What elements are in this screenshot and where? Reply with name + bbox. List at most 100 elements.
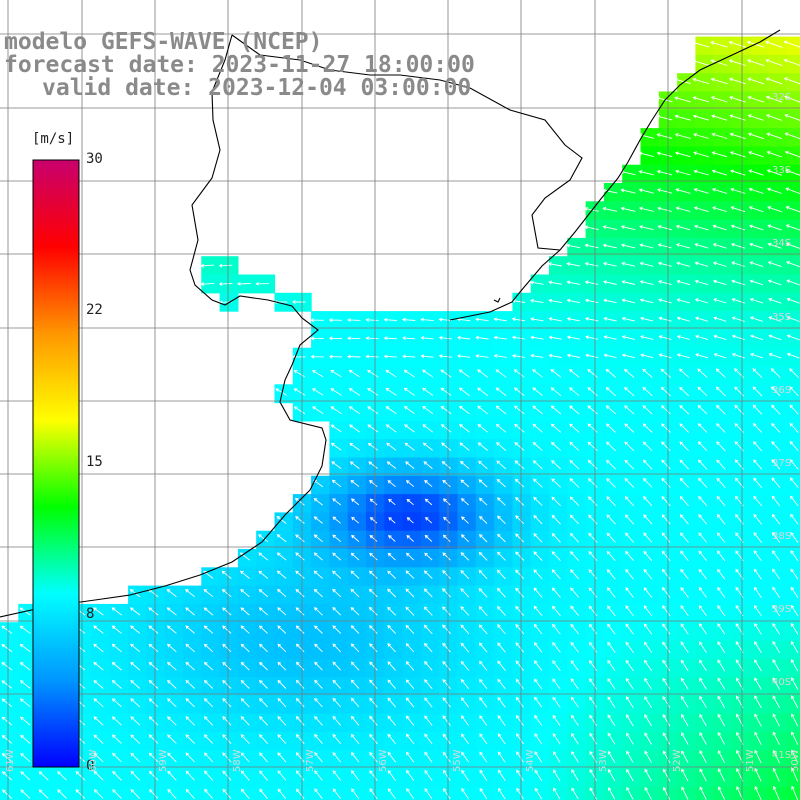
wind-arrow [111,716,122,726]
wind-arrow [748,206,764,213]
wind-arrow [658,334,672,340]
wind-arrow [662,641,671,653]
wind-arrow [657,243,672,249]
wind-arrow [625,623,634,635]
wind-arrow [167,770,177,781]
wind-arrow [459,405,470,415]
wind-arrow [693,206,709,213]
wind-arrow [222,734,232,745]
wind-arrow [516,751,524,763]
wind-arrow [534,714,543,727]
lat-label: 39S [772,604,792,615]
wind-arrow [679,477,689,488]
wind-arrow [676,353,690,359]
wind-arrow [791,767,799,782]
wind-arrow [607,678,616,690]
colorbar-tick-30: 30 [86,151,103,167]
wind-arrow [258,589,269,598]
wind-arrow [314,770,323,781]
wind-arrow [752,386,763,397]
wind-arrow [350,733,360,745]
wind-arrow [569,514,580,525]
wind-cell [786,128,800,147]
wind-arrow [461,787,469,800]
wind-arrow [111,680,122,689]
wind-arrow [712,224,727,231]
wind-arrow [203,698,214,708]
wind-arrow [731,316,745,322]
wind-arrow [332,788,342,800]
wind-arrow [679,386,690,397]
wind-arrow [185,661,195,671]
wind-arrow [350,770,360,781]
wind-arrow [679,441,690,452]
wind-arrow [19,662,31,671]
lon-label: 51W [745,749,756,772]
wind-arrow [515,515,525,525]
wind-arrow [643,568,653,580]
wind-cell [786,420,800,440]
wind-arrow [662,605,671,617]
wind-cell [768,786,788,800]
wind-arrow [552,642,561,653]
wind-arrow [313,552,323,561]
wind-arrow [786,279,800,286]
wind-arrow [350,552,360,561]
wind-arrow [587,441,598,452]
wind-arrow [440,424,452,433]
wind-arrow [330,424,342,433]
wind-arrow [239,552,250,561]
wind-arrow [570,587,580,598]
wind-arrow [332,679,342,689]
wind-arrow [259,788,268,800]
wind-arrow [785,187,800,195]
wind-arrow [387,788,396,800]
wind-arrow [258,570,269,579]
wind-arrow [607,732,616,745]
wind-arrow [747,132,764,140]
wind-arrow [497,696,506,708]
wind-arrow [642,441,653,452]
wind-arrow [203,625,214,634]
wind-arrow [130,752,141,763]
wind-arrow [405,588,415,598]
wind-arrow [442,552,451,561]
wind-cell [786,512,800,532]
wind-arrow [570,696,579,708]
colorbar-tick-22: 22 [86,302,103,318]
wind-arrow [588,605,598,617]
wind-arrow [295,570,305,579]
wind-arrow [406,788,415,800]
wind-arrow [621,261,636,267]
wind-arrow [772,767,780,782]
wind-arrow [314,697,323,708]
wind-arrow [606,478,616,488]
wind-arrow [624,441,635,452]
wind-arrow [675,243,691,249]
wind-arrow [442,624,451,635]
wind-arrow [478,569,488,580]
wind-arrow [606,496,616,507]
wind-arrow [477,369,489,378]
wind-arrow [587,368,598,378]
wind-arrow [423,588,433,598]
wind-arrow [589,787,597,800]
wind-arrow [478,479,488,488]
wind-arrow [314,625,323,634]
wind-arrow [679,423,690,433]
wind-arrow [717,677,726,690]
wind-arrow [19,680,31,689]
wind-arrow [441,461,451,469]
wind-arrow [222,643,232,653]
wind-arrow [754,695,762,709]
wind-arrow [766,187,782,194]
wind-arrow [680,532,689,543]
wind-arrow [57,789,67,799]
wind-arrow [747,114,764,121]
wind-arrow [698,495,708,507]
wind-arrow [222,716,232,726]
wind-arrow [277,643,287,653]
wind-arrow [694,224,709,231]
wind-arrow [240,716,250,726]
wind-arrow [790,695,799,709]
